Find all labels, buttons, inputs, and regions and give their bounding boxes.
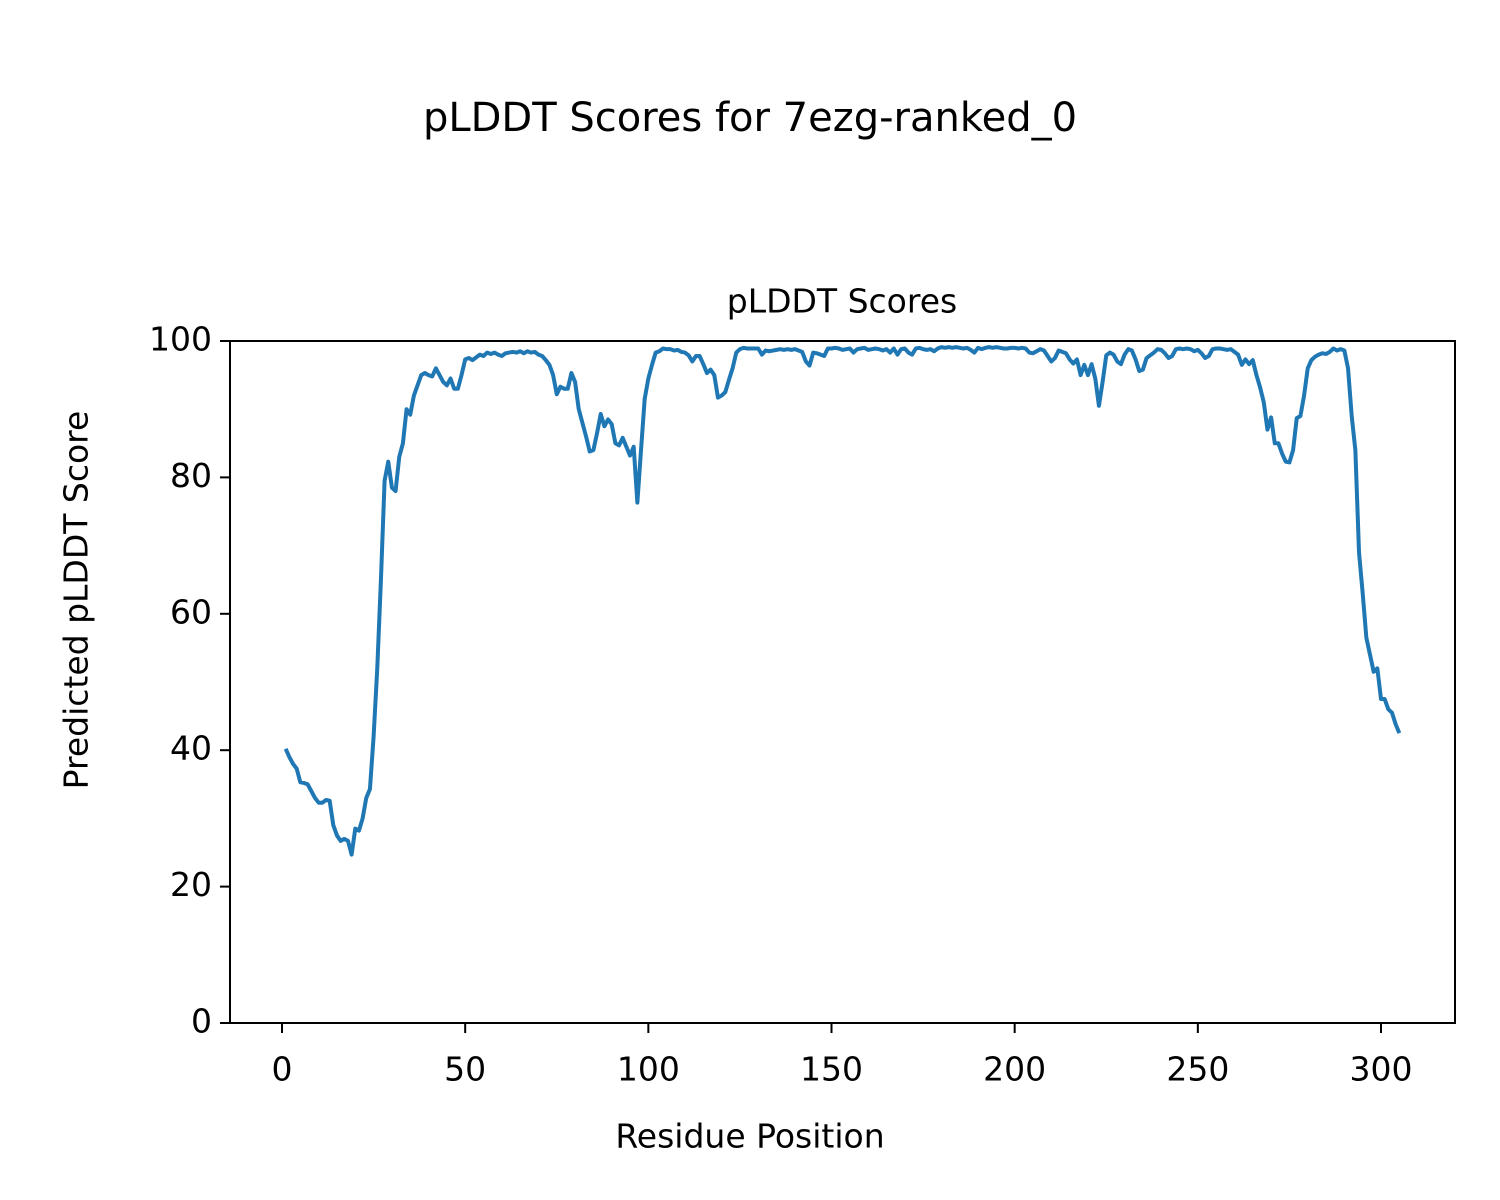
x-tick-label: 100: [617, 1050, 680, 1089]
y-tick-label: 100: [149, 320, 212, 359]
x-tick-label: 150: [800, 1050, 863, 1089]
x-tick-label: 200: [983, 1050, 1046, 1089]
axes-title: pLDDT Scores: [727, 282, 957, 321]
x-tick-label: 50: [444, 1050, 486, 1089]
y-tick-label: 80: [170, 456, 212, 495]
x-axis-label: Residue Position: [615, 1117, 884, 1156]
y-tick-label: 60: [170, 592, 212, 631]
x-tick-label: 300: [1350, 1050, 1413, 1089]
axes-frame: [229, 340, 1456, 1024]
x-tick-label: 250: [1166, 1050, 1229, 1089]
figure-title: pLDDT Scores for 7ezg-ranked_0: [423, 95, 1077, 141]
y-tick-label: 20: [170, 865, 212, 904]
data-line: [283, 345, 1402, 857]
y-axis-label: Predicted pLDDT Score: [57, 411, 96, 790]
y-tick-label: 40: [170, 729, 212, 768]
y-tick-label: 0: [191, 1002, 212, 1041]
x-tick-label: 0: [272, 1050, 293, 1089]
